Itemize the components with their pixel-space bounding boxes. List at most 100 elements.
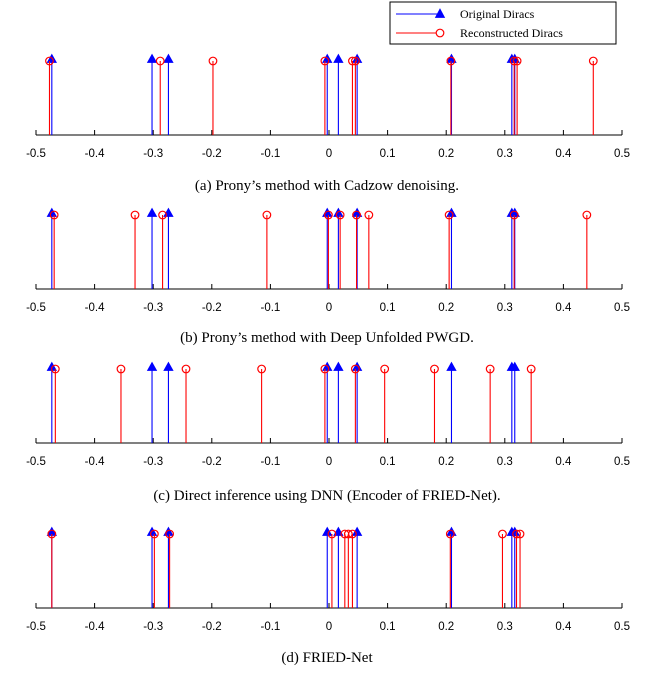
x-tick-label: -0.3 bbox=[143, 456, 163, 468]
reconstructed-circle-marker bbox=[352, 210, 361, 220]
x-tick-label: 0.1 bbox=[380, 148, 396, 160]
legend-box bbox=[389, 1, 617, 45]
reconstructed-circle-marker bbox=[149, 529, 159, 539]
x-tick-label: -0.5 bbox=[26, 621, 46, 633]
reconstructed-circle-marker bbox=[515, 529, 525, 539]
x-tick-label: 0.1 bbox=[380, 456, 396, 468]
reconstructed-circle-marker bbox=[320, 364, 330, 374]
x-tick-label: 0.3 bbox=[497, 302, 513, 314]
original-triangle-marker bbox=[333, 361, 344, 371]
original-triangle-marker bbox=[163, 361, 174, 371]
x-tick-label: 0.3 bbox=[497, 621, 513, 633]
x-tick-label: -0.4 bbox=[85, 621, 105, 633]
reconstructed-circle-marker bbox=[446, 56, 456, 66]
x-tick-label: -0.4 bbox=[85, 456, 105, 468]
original-triangle-marker bbox=[509, 361, 520, 371]
reconstructed-circle-marker bbox=[509, 210, 519, 220]
original-triangle-marker bbox=[146, 361, 158, 371]
reconstructed-circle-marker bbox=[327, 529, 337, 539]
x-tick-label: 0 bbox=[326, 621, 332, 633]
x-tick-label: 0.5 bbox=[614, 621, 630, 633]
x-tick-label: 0.2 bbox=[438, 456, 454, 468]
x-tick-label: -0.2 bbox=[202, 302, 222, 314]
x-tick-label: -0.2 bbox=[202, 456, 222, 468]
reconstructed-circle-marker bbox=[350, 364, 360, 374]
reconstructed-circle-marker bbox=[526, 364, 536, 374]
panel-caption: (d) FRIED-Net bbox=[281, 650, 373, 666]
reconstructed-circle-marker bbox=[485, 364, 495, 374]
panel-a: -0.5 -0.4 -0.3 -0.2 -0.1 0 0.1 0.2 0.3 0.4 0.5 (a) … bbox=[26, 53, 630, 194]
reconstructed-circle-marker bbox=[257, 364, 267, 374]
x-tick-label: 0.2 bbox=[438, 302, 454, 314]
reconstructed-circle-marker bbox=[158, 210, 167, 220]
x-tick-label: -0.1 bbox=[260, 302, 280, 314]
x-tick-label: 0.4 bbox=[555, 621, 572, 633]
original-triangle-marker bbox=[446, 361, 457, 371]
original-triangle-marker bbox=[351, 53, 363, 63]
original-triangle-marker bbox=[163, 53, 174, 63]
x-tick-label: 0 bbox=[326, 456, 332, 468]
reconstructed-circle-marker bbox=[588, 56, 598, 66]
reconstructed-circle-marker bbox=[444, 210, 454, 220]
x-tick-label: -0.4 bbox=[85, 148, 105, 160]
reconstructed-circle-marker bbox=[324, 210, 333, 220]
x-tick-label: -0.1 bbox=[260, 148, 280, 160]
x-tick-label: 0.3 bbox=[497, 148, 513, 160]
x-tick-label: 0.5 bbox=[614, 456, 630, 468]
reconstructed-circle-marker bbox=[165, 529, 175, 539]
panel-d: -0.5 -0.4 -0.3 -0.2 -0.1 0 0.1 0.2 0.3 0.4 0.5 (d) … bbox=[26, 526, 630, 666]
legend: Original Diracs Reconstructed Diracs bbox=[389, 1, 617, 45]
x-tick-label: -0.4 bbox=[85, 302, 105, 314]
reconstructed-circle-marker bbox=[430, 364, 439, 374]
x-tick-label: -0.3 bbox=[143, 302, 163, 314]
x-tick-label: 0.5 bbox=[614, 148, 630, 160]
reconstructed-circle-marker bbox=[380, 364, 390, 374]
legend-reconstructed-label: Reconstructed Diracs bbox=[460, 26, 563, 40]
reconstructed-circle-marker bbox=[498, 529, 507, 539]
reconstructed-circle-marker bbox=[445, 529, 455, 539]
x-tick-label: -0.1 bbox=[260, 456, 280, 468]
panel-caption: (a) Prony’s method with Cadzow denoising… bbox=[195, 178, 459, 194]
x-tick-label: 0.4 bbox=[555, 302, 572, 314]
original-triangle-marker bbox=[351, 526, 363, 536]
legend-original-label: Original Diracs bbox=[460, 7, 535, 21]
x-tick-label: -0.5 bbox=[26, 148, 46, 160]
reconstructed-circle-marker bbox=[49, 210, 59, 220]
x-tick-label: 0.5 bbox=[614, 302, 630, 314]
x-tick-label: 0 bbox=[326, 302, 332, 314]
reconstructed-circle-marker bbox=[509, 56, 519, 66]
panel-c: -0.5 -0.4 -0.3 -0.2 -0.1 0 0.1 0.2 0.3 0.4 0.5 (c) … bbox=[26, 361, 630, 504]
reconstructed-circle-marker bbox=[155, 56, 165, 66]
reconstructed-circle-marker bbox=[116, 364, 126, 374]
x-tick-label: 0.3 bbox=[497, 456, 513, 468]
x-tick-label: -0.3 bbox=[143, 148, 163, 160]
x-tick-label: -0.2 bbox=[202, 621, 222, 633]
reconstructed-circle-marker bbox=[350, 56, 360, 66]
original-triangle-marker bbox=[146, 207, 158, 217]
x-tick-label: -0.2 bbox=[202, 148, 222, 160]
reconstructed-circle-marker bbox=[130, 210, 140, 220]
panel-caption: (c) Direct inference using DNN (Encoder … bbox=[153, 488, 500, 504]
reconstructed-circle-marker bbox=[335, 210, 345, 220]
reconstructed-circle-marker bbox=[47, 529, 57, 539]
x-tick-label: 0.4 bbox=[555, 456, 572, 468]
reconstructed-circle-marker bbox=[364, 210, 374, 220]
reconstructed-circle-marker bbox=[262, 210, 272, 220]
reconstructed-circle-marker bbox=[320, 56, 330, 66]
x-tick-label: 0 bbox=[326, 148, 332, 160]
x-tick-label: -0.5 bbox=[26, 302, 46, 314]
x-tick-label: 0.4 bbox=[555, 148, 572, 160]
legend-reconstructed-circle-icon bbox=[435, 28, 445, 38]
reconstructed-circle-marker bbox=[582, 210, 592, 220]
x-tick-label: -0.3 bbox=[143, 621, 163, 633]
original-triangle-marker bbox=[333, 207, 344, 217]
reconstructed-circle-marker bbox=[348, 529, 357, 539]
original-triangle-marker bbox=[146, 53, 158, 63]
reconstructed-circle-marker bbox=[348, 56, 357, 66]
x-tick-label: -0.1 bbox=[260, 621, 280, 633]
legend-original-triangle-icon bbox=[434, 8, 446, 18]
panel-caption: (b) Prony’s method with Deep Unfolded PW… bbox=[180, 330, 474, 346]
x-tick-label: 0.1 bbox=[380, 302, 396, 314]
reconstructed-circle-marker bbox=[45, 56, 54, 66]
